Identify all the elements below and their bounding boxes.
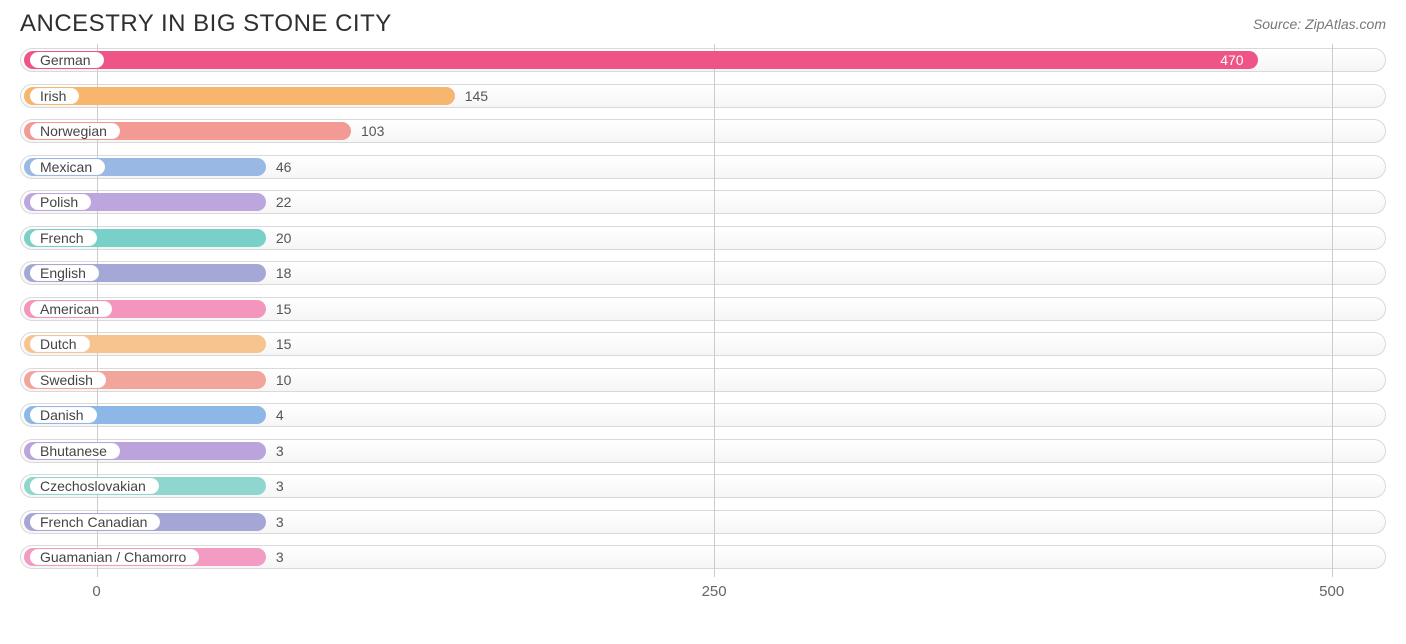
x-tick-label: 250 bbox=[702, 583, 727, 600]
bar-value: 15 bbox=[266, 328, 292, 360]
bar-value: 103 bbox=[351, 115, 384, 147]
bar-label: Czechoslovakian bbox=[30, 478, 159, 494]
bar-value: 3 bbox=[266, 470, 284, 502]
bar-label: Bhutanese bbox=[30, 443, 120, 459]
bar-label: French Canadian bbox=[30, 514, 160, 530]
bar-label: American bbox=[30, 301, 112, 317]
bar-value: 4 bbox=[266, 399, 284, 431]
bar-row: Dutch 15 bbox=[20, 328, 1386, 360]
bar-value: 18 bbox=[266, 257, 292, 289]
chart-title: ANCESTRY IN BIG STONE CITY bbox=[20, 10, 392, 38]
x-tick-label: 500 bbox=[1319, 583, 1344, 600]
x-axis: 0 250 500 bbox=[20, 577, 1386, 605]
bar-row: Mexican 46 bbox=[20, 151, 1386, 183]
bar-fill bbox=[24, 51, 1258, 69]
bar-row: French Canadian 3 bbox=[20, 506, 1386, 538]
bar-label: Guamanian / Chamorro bbox=[30, 549, 199, 565]
bar-row: Norwegian 103 bbox=[20, 115, 1386, 147]
bar-value: 20 bbox=[266, 222, 292, 254]
bar-row: Danish 4 bbox=[20, 399, 1386, 431]
bar-label: Irish bbox=[30, 88, 79, 104]
bar-value: 22 bbox=[266, 186, 292, 218]
bar-value: 470 bbox=[1220, 44, 1257, 76]
bar-label: Polish bbox=[30, 194, 91, 210]
bar-value: 3 bbox=[266, 506, 284, 538]
bar-label: Mexican bbox=[30, 159, 105, 175]
ancestry-chart: ANCESTRY IN BIG STONE CITY Source: ZipAt… bbox=[0, 0, 1406, 644]
bar-value: 3 bbox=[266, 435, 284, 467]
bar-label: German bbox=[30, 52, 104, 68]
bar-label: English bbox=[30, 265, 99, 281]
bar-row: Irish 145 bbox=[20, 80, 1386, 112]
bar-label: French bbox=[30, 230, 97, 246]
chart-header: ANCESTRY IN BIG STONE CITY Source: ZipAt… bbox=[0, 0, 1406, 44]
bar-row: Polish 22 bbox=[20, 186, 1386, 218]
bar-row: Czechoslovakian 3 bbox=[20, 470, 1386, 502]
bar-label: Norwegian bbox=[30, 123, 120, 139]
bar-label: Dutch bbox=[30, 336, 90, 352]
bar-row: Swedish 10 bbox=[20, 364, 1386, 396]
chart-source: Source: ZipAtlas.com bbox=[1253, 10, 1386, 32]
bar-value: 46 bbox=[266, 151, 292, 183]
bar-value: 10 bbox=[266, 364, 292, 396]
bar-row: German 470 bbox=[20, 44, 1386, 76]
bar-row: Guamanian / Chamorro 3 bbox=[20, 541, 1386, 573]
bar-value: 15 bbox=[266, 293, 292, 325]
bar-row: English 18 bbox=[20, 257, 1386, 289]
bar-row: American 15 bbox=[20, 293, 1386, 325]
bar-label: Danish bbox=[30, 407, 97, 423]
x-tick-label: 0 bbox=[92, 583, 100, 600]
plot-area: German470Irish145Norwegian103Mexican46Po… bbox=[0, 44, 1406, 605]
bar-row: French 20 bbox=[20, 222, 1386, 254]
bar-row: Bhutanese 3 bbox=[20, 435, 1386, 467]
bar-value: 145 bbox=[455, 80, 488, 112]
bar-label: Swedish bbox=[30, 372, 106, 388]
bar-fill bbox=[24, 87, 455, 105]
bar-value: 3 bbox=[266, 541, 284, 573]
